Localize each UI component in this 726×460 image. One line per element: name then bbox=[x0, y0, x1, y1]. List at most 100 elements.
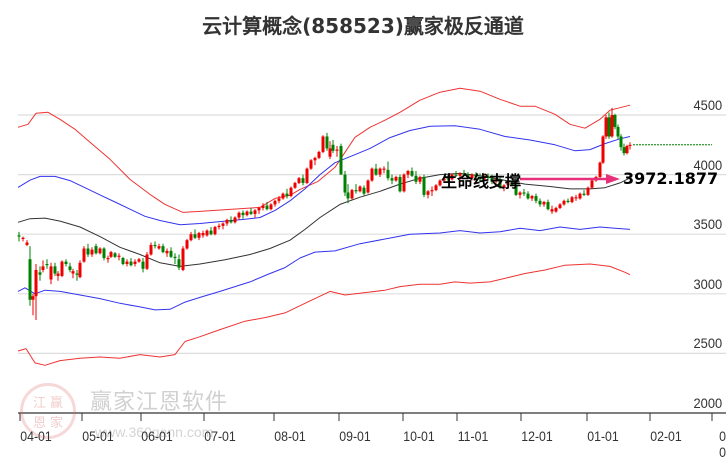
candle bbox=[257, 207, 261, 211]
candle bbox=[542, 202, 546, 205]
candle bbox=[350, 190, 354, 199]
logo-char: 家 bbox=[50, 416, 64, 431]
candle bbox=[430, 190, 434, 192]
x-tick-label: 11-01 bbox=[457, 428, 489, 444]
candle bbox=[450, 174, 454, 180]
candle bbox=[386, 169, 390, 179]
candle bbox=[145, 254, 149, 269]
candle bbox=[41, 266, 45, 270]
candle bbox=[604, 117, 608, 137]
candle bbox=[534, 196, 538, 201]
candle bbox=[526, 193, 530, 199]
x-tick-label: 04-01 bbox=[20, 428, 52, 444]
candle bbox=[301, 178, 305, 183]
candle bbox=[265, 205, 269, 210]
candle bbox=[34, 269, 38, 297]
candle bbox=[390, 178, 394, 181]
candle bbox=[125, 261, 129, 264]
candle bbox=[442, 178, 446, 181]
candlesticks bbox=[17, 107, 632, 321]
candle bbox=[253, 210, 257, 214]
candle bbox=[339, 145, 343, 175]
candle bbox=[75, 273, 79, 275]
candle bbox=[406, 171, 410, 175]
candle bbox=[370, 168, 374, 181]
candle bbox=[113, 253, 117, 257]
candle bbox=[518, 192, 522, 195]
candle bbox=[45, 264, 49, 266]
candle bbox=[478, 176, 482, 180]
candle bbox=[502, 185, 506, 188]
candle bbox=[94, 246, 98, 254]
candle bbox=[586, 187, 590, 195]
candle bbox=[71, 271, 75, 274]
candle bbox=[410, 171, 414, 176]
candle bbox=[454, 174, 458, 176]
lifeline-line bbox=[17, 172, 631, 267]
candle bbox=[578, 193, 582, 199]
x-tick-label: 06-01 bbox=[141, 428, 173, 444]
y-tick-label: 3500 bbox=[693, 216, 722, 233]
candle bbox=[616, 126, 620, 137]
candle bbox=[554, 207, 558, 212]
channel-lines bbox=[17, 87, 631, 366]
candle bbox=[161, 246, 165, 253]
candle bbox=[229, 219, 233, 223]
candle bbox=[38, 272, 42, 275]
candle bbox=[438, 180, 442, 186]
candle bbox=[538, 200, 542, 205]
candle bbox=[628, 144, 632, 146]
x-tick-label: 09-01 bbox=[339, 428, 371, 444]
y-tick-label: 2500 bbox=[693, 335, 722, 352]
candle bbox=[133, 261, 137, 264]
candle bbox=[141, 261, 145, 269]
candle bbox=[422, 176, 426, 195]
candle bbox=[129, 261, 133, 266]
candle bbox=[225, 219, 229, 224]
candle bbox=[60, 261, 64, 276]
candle bbox=[317, 151, 321, 158]
candle bbox=[201, 233, 205, 236]
candle bbox=[313, 157, 317, 161]
candle bbox=[49, 266, 53, 280]
candle bbox=[378, 168, 382, 175]
candle bbox=[185, 240, 189, 249]
candle bbox=[474, 174, 478, 177]
x-tick-label: 07-01 bbox=[204, 428, 236, 444]
candle bbox=[28, 259, 32, 300]
candle bbox=[21, 237, 25, 239]
candle bbox=[269, 204, 273, 210]
candle bbox=[241, 212, 245, 216]
candle bbox=[590, 180, 594, 188]
y-tick-label: 2000 bbox=[693, 395, 722, 411]
candle bbox=[382, 168, 386, 170]
candle bbox=[321, 136, 325, 152]
candle bbox=[582, 193, 586, 195]
candle bbox=[245, 211, 249, 216]
candle bbox=[374, 168, 378, 175]
candle bbox=[446, 178, 450, 180]
candle bbox=[494, 179, 498, 182]
candle bbox=[546, 202, 550, 210]
candle bbox=[570, 197, 574, 203]
candle bbox=[193, 234, 197, 238]
x-tick-label: 03-01 bbox=[719, 428, 726, 460]
candle bbox=[358, 186, 362, 192]
arrow-head-icon bbox=[606, 174, 620, 184]
candle bbox=[470, 174, 474, 179]
candle bbox=[137, 259, 141, 262]
candle bbox=[490, 178, 494, 182]
candle bbox=[17, 235, 21, 237]
candle bbox=[607, 117, 611, 137]
upper-outer-band-line bbox=[17, 87, 631, 213]
candle bbox=[90, 249, 94, 255]
candle bbox=[613, 115, 617, 127]
candle bbox=[82, 248, 86, 262]
grid-lines bbox=[18, 114, 726, 354]
candle bbox=[121, 258, 125, 264]
candle bbox=[31, 296, 35, 300]
candle bbox=[558, 204, 562, 208]
candle bbox=[237, 212, 241, 218]
candle bbox=[566, 200, 570, 203]
candle bbox=[486, 175, 490, 179]
